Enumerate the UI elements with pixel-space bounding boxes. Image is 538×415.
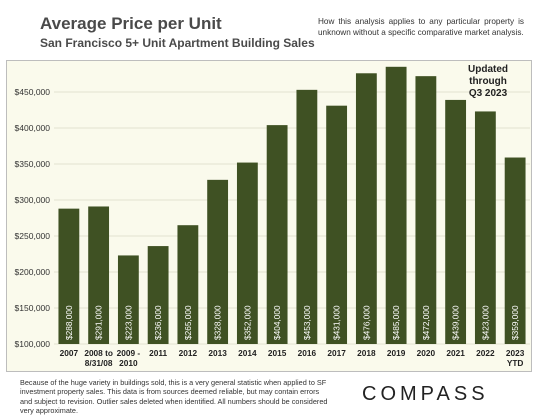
chart-title: Average Price per Unit: [40, 14, 222, 33]
x-tick-label: 2023 YTD: [506, 348, 525, 368]
bar-value-label: $423,000: [480, 305, 490, 340]
y-tick-label: $250,000: [15, 231, 51, 241]
bar-value-label: $288,000: [64, 305, 74, 340]
x-tick-label: 2018: [357, 348, 376, 358]
bar-value-label: $472,000: [421, 305, 431, 340]
bar-value-label: $236,000: [153, 305, 163, 340]
bar: [236, 162, 258, 344]
bar-value-label: $431,000: [332, 305, 342, 340]
bar: [326, 105, 348, 345]
x-tick-label: 2009 -2010: [117, 348, 141, 368]
updated-line-1: Updated through: [468, 64, 508, 87]
bar-value-label: $352,000: [242, 305, 252, 340]
x-tick-label: 2020: [417, 348, 436, 358]
bar: [296, 89, 318, 344]
y-tick-label: $350,000: [15, 159, 51, 169]
bar: [266, 125, 288, 345]
y-tick-label: $150,000: [15, 303, 51, 313]
bar: [147, 246, 169, 344]
bar-value-label: $485,000: [391, 305, 401, 340]
updated-annotation: Updated through Q3 2023: [448, 64, 528, 100]
x-tick-label: 2015: [268, 348, 287, 358]
y-tick-label: $450,000: [15, 87, 51, 97]
bar: [207, 179, 229, 344]
data-labels: $288,000 $291,000 $223,000 $236,000 $265,000…: [64, 305, 520, 340]
bar-value-label: $359,000: [510, 305, 520, 340]
bar: [117, 255, 139, 344]
bar-value-label: $328,000: [213, 305, 223, 340]
bar-value-label: $476,000: [361, 305, 371, 340]
bar: [355, 73, 377, 344]
bar-value-label: $265,000: [183, 305, 193, 340]
bar: [504, 157, 526, 344]
compass-logo: COMPASS: [362, 383, 489, 405]
y-tick-label: $100,000: [15, 339, 51, 349]
x-tick-label: 2007: [60, 348, 79, 358]
bar: [88, 206, 110, 344]
y-tick-label: $200,000: [15, 267, 51, 277]
bars: [58, 66, 526, 345]
x-tick-label: 2022: [476, 348, 495, 358]
bar-value-label: $439,000: [451, 305, 461, 340]
bar-value-label: $453,000: [302, 305, 312, 340]
x-tick-label: 2016: [298, 348, 317, 358]
footer-note: Because of the huge variety in buildings…: [20, 378, 328, 415]
x-tick-label: 2011: [149, 348, 167, 358]
y-tick-label: $400,000: [15, 123, 51, 133]
y-tick-label: $300,000: [15, 195, 51, 205]
bar-value-label: $291,000: [94, 305, 104, 340]
x-tick-label: 2012: [179, 348, 198, 358]
chart-subtitle: San Francisco 5+ Unit Apartment Building…: [40, 36, 315, 50]
bar: [445, 99, 467, 344]
x-tick-label: 2019: [387, 348, 406, 358]
bar: [415, 76, 437, 344]
x-tick-label: 2008 to 8/31/08: [84, 348, 113, 368]
bar: [474, 111, 496, 344]
bar: [177, 225, 199, 344]
updated-line-2: Q3 2023: [468, 88, 508, 99]
x-tick-label: 2013: [208, 348, 227, 358]
x-tick-label: 2021: [446, 348, 465, 358]
x-tick-label: 2014: [238, 348, 257, 358]
bar: [58, 208, 80, 344]
bar-chart: $100,000 $150,000 $200,000 $250,000 $300,000…: [15, 66, 530, 368]
bar-value-label: $223,000: [123, 305, 133, 340]
x-tick-label: 2017: [327, 348, 346, 358]
bar-value-label: $404,000: [272, 305, 282, 340]
disclaimer-text: How this analysis applies to any particu…: [318, 17, 524, 37]
bar: [385, 66, 407, 345]
y-axis: $100,000 $150,000 $200,000 $250,000 $300,000…: [15, 87, 51, 349]
